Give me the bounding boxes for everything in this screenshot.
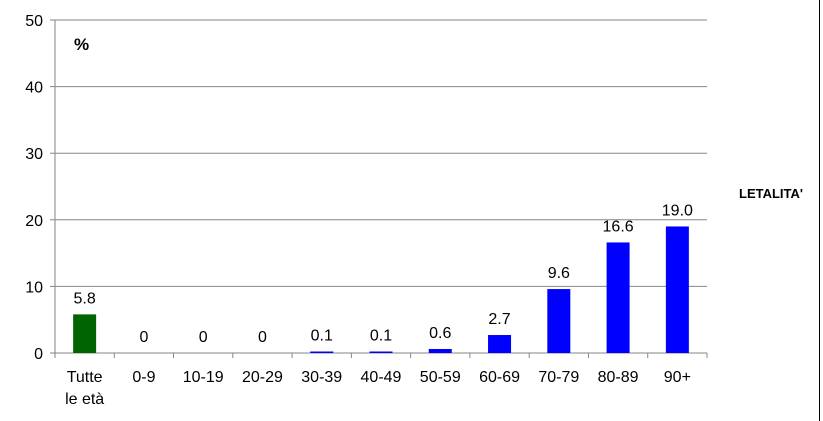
data-label: 19.0	[662, 202, 693, 219]
bar-70-79	[547, 289, 571, 353]
x-tick-label: 20-29	[242, 369, 283, 386]
y-tick-labels: 0 10 20 30 40 50	[25, 13, 43, 363]
frame-border	[819, 0, 820, 421]
bars	[73, 226, 689, 353]
y-tick-label: 50	[25, 13, 43, 30]
data-label: 0.1	[311, 328, 333, 345]
data-labels: 5.8 0 0 0 0.1 0.1 0.6 2.7 9.6 16.6 19.0	[74, 202, 694, 346]
data-label: 0.6	[429, 325, 451, 342]
x-tick-label: 40-49	[361, 369, 402, 386]
bar-60-69	[488, 335, 512, 353]
x-tick-label: 50-59	[420, 369, 461, 386]
x-tick-label: 90+	[664, 369, 691, 386]
bar-40-49	[369, 351, 393, 353]
x-tick-label: 0-9	[132, 369, 155, 386]
x-tick-label: 60-69	[479, 369, 520, 386]
data-label: 16.6	[603, 218, 634, 235]
bar-80-89	[606, 242, 630, 353]
data-label: 0.1	[370, 328, 392, 345]
data-label: 0	[199, 329, 208, 346]
y-tick-label: 0	[34, 346, 43, 363]
x-tick-label: 70-79	[538, 369, 579, 386]
x-tick-labels: Tutte le età 0-9 10-19 20-29 30-39 40-49 50-59 6…	[65, 369, 691, 408]
data-label: 5.8	[74, 290, 96, 307]
data-label: 0	[258, 329, 267, 346]
gridlines	[55, 19, 707, 287]
bar-50-59	[428, 349, 452, 353]
x-tick-label: 30-39	[301, 369, 342, 386]
series-label: LETALITA'	[739, 186, 803, 201]
unit-label: %	[74, 35, 89, 54]
x-tick-label: 10-19	[183, 369, 224, 386]
y-tick-label: 30	[25, 146, 43, 163]
x-tick-label: 80-89	[598, 369, 639, 386]
data-label: 2.7	[488, 311, 510, 328]
data-label: 0	[139, 329, 148, 346]
bar-Tutte-le-età	[73, 314, 97, 353]
bar-30-39	[310, 351, 334, 353]
y-tick-label: 20	[25, 213, 43, 230]
x-tick-label: Tutte le età	[65, 369, 104, 408]
y-tick-label: 40	[25, 80, 43, 97]
bar-90+	[665, 226, 689, 353]
y-tick-label: 10	[25, 279, 43, 296]
data-label: 9.6	[548, 265, 570, 282]
